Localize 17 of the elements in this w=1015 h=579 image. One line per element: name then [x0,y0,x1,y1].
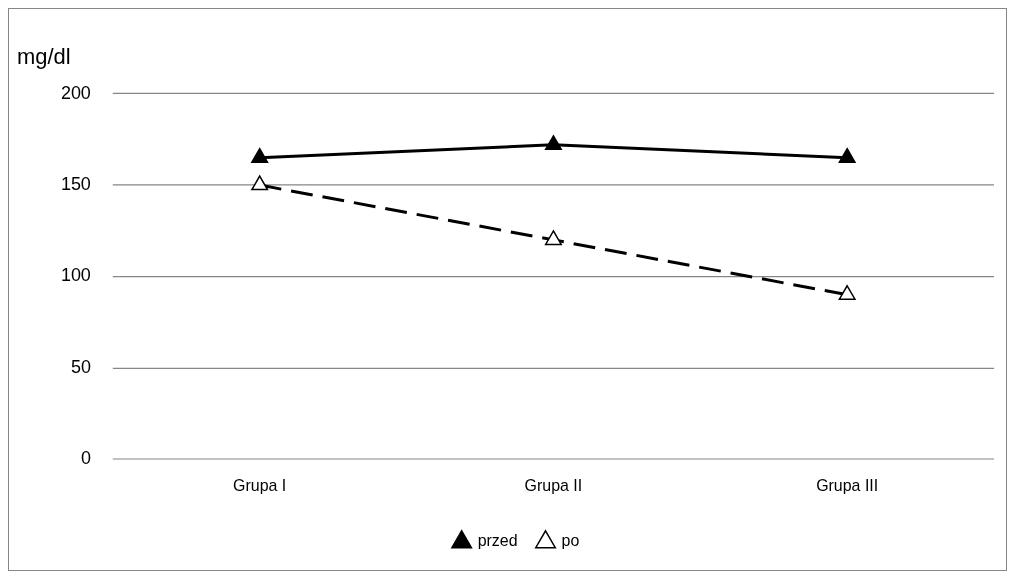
point [251,147,269,163]
y-tick-label: 0 [80,448,91,469]
y-tick-label: 50 [70,356,91,377]
y-axis-title: mg/dl [16,43,71,69]
legend-label: po [561,532,580,550]
x-tick-label: Grupa I [233,477,287,495]
x-tick-label: Grupa II [524,477,583,495]
y-tick-label: 200 [60,82,91,103]
point [838,285,856,300]
y-tick-label: 150 [60,174,91,195]
x-tick-label: Grupa III [816,477,879,495]
point [251,175,269,191]
point [838,147,856,163]
y-tick-label: 100 [60,265,91,286]
point [544,230,562,246]
point [544,135,562,151]
legend-label: przed [477,532,518,550]
